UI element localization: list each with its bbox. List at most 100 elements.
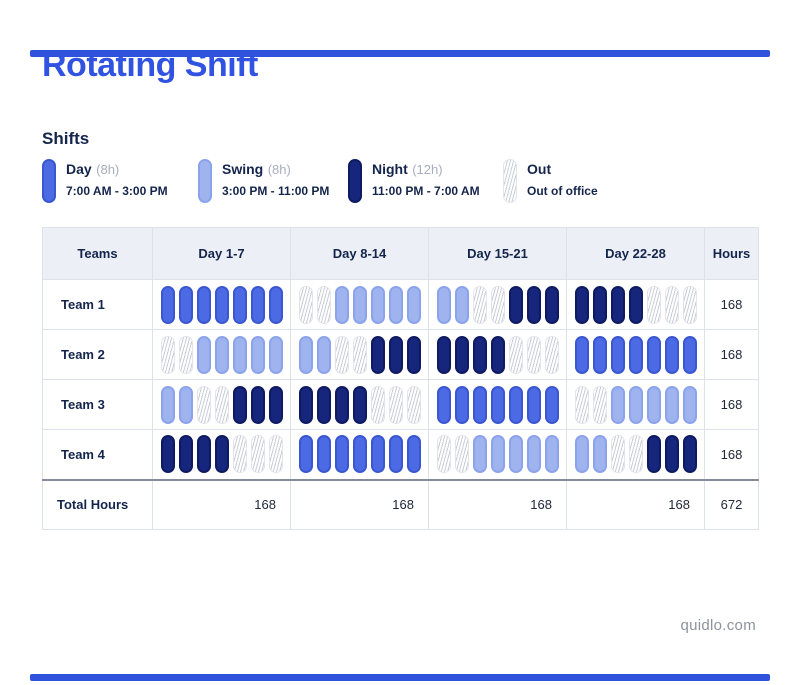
swing-shift-pill (508, 435, 523, 474)
out-shift-pill (454, 435, 469, 474)
shift-week-cell (290, 279, 429, 330)
shift-week-cell (566, 279, 705, 330)
team-name: Team 1 (42, 279, 153, 330)
out-shift-pill (508, 335, 523, 374)
day-shift-pill (316, 435, 331, 474)
swing-shift-pill (664, 385, 679, 424)
shift-week-cell (428, 379, 567, 430)
swing-shift-pill (610, 385, 625, 424)
out-shift-pill (526, 335, 541, 374)
legend-item-out: Out Out of office (503, 159, 598, 203)
total-hours-label: Total Hours (42, 478, 153, 530)
out-shift-pill (178, 335, 193, 374)
night-shift-swatch (348, 159, 362, 203)
team-hours: 168 (704, 279, 759, 330)
swing-shift-pill (160, 385, 175, 424)
out-shift-pill (334, 335, 349, 374)
night-shift-pill (178, 435, 193, 474)
swing-shift-pill (544, 435, 559, 474)
shift-week-cell (566, 379, 705, 430)
night-shift-pill (592, 285, 607, 324)
swing-shift-pill (526, 435, 541, 474)
table-row: Team 2 168 (42, 329, 759, 380)
swing-shift-pill (436, 285, 451, 324)
day-shift-pill (268, 285, 283, 324)
day-shift-pill (526, 385, 541, 424)
night-shift-pill (436, 335, 451, 374)
swing-shift-pill (232, 335, 247, 374)
day-shift-pill (508, 385, 523, 424)
swing-shift-swatch (198, 159, 212, 203)
legend-duration: (12h) (412, 162, 443, 177)
swing-shift-pill (196, 335, 211, 374)
swing-shift-pill (592, 435, 607, 474)
shift-week-cell (428, 329, 567, 380)
day-shift-pill (298, 435, 313, 474)
swing-shift-pill (370, 285, 385, 324)
out-shift-pill (436, 435, 451, 474)
night-shift-pill (388, 335, 403, 374)
day-shift-pill (370, 435, 385, 474)
column-header-week1: Day 1-7 (152, 227, 291, 280)
team-name: Team 3 (42, 379, 153, 430)
swing-shift-pill (682, 385, 697, 424)
day-shift-swatch (42, 159, 56, 203)
column-header-week3: Day 15-21 (428, 227, 567, 280)
out-shift-pill (370, 385, 385, 424)
swing-shift-pill (490, 435, 505, 474)
day-shift-pill (610, 335, 625, 374)
shift-week-cell (566, 329, 705, 380)
shift-week-cell (290, 429, 429, 480)
out-shift-pill (592, 385, 607, 424)
out-shift-pill (664, 285, 679, 324)
night-shift-pill (646, 435, 661, 474)
team-name: Team 4 (42, 429, 153, 480)
legend-time: 11:00 PM - 7:00 AM (372, 184, 480, 198)
shift-week-cell (152, 279, 291, 330)
night-shift-pill (544, 285, 559, 324)
out-shift-pill (268, 435, 283, 474)
night-shift-pill (610, 285, 625, 324)
night-shift-pill (472, 335, 487, 374)
day-shift-pill (490, 385, 505, 424)
day-shift-pill (628, 335, 643, 374)
legend-time: 3:00 PM - 11:00 PM (222, 184, 330, 198)
day-shift-pill (646, 335, 661, 374)
night-shift-pill (574, 285, 589, 324)
day-shift-pill (592, 335, 607, 374)
night-shift-pill (526, 285, 541, 324)
legend-label: Day (66, 161, 92, 177)
legend-item-swing: Swing (8h) 3:00 PM - 11:00 PM (198, 159, 348, 203)
total-hours-row: Total Hours 168 168 168 168 672 (42, 478, 759, 530)
out-shift-pill (298, 285, 313, 324)
table-row: Team 4 168 (42, 429, 759, 480)
swing-shift-pill (352, 285, 367, 324)
out-shift-pill (682, 285, 697, 324)
day-shift-pill (214, 285, 229, 324)
day-shift-pill (178, 285, 193, 324)
out-shift-pill (250, 435, 265, 474)
night-shift-pill (196, 435, 211, 474)
swing-shift-pill (334, 285, 349, 324)
legend-label: Out (527, 161, 552, 177)
team-name: Team 2 (42, 329, 153, 380)
night-shift-pill (352, 385, 367, 424)
swing-shift-pill (628, 385, 643, 424)
legend-item-night: Night (12h) 11:00 PM - 7:00 AM (348, 159, 503, 203)
out-shift-pill (406, 385, 421, 424)
column-header-week4: Day 22-28 (566, 227, 705, 280)
legend-label: Swing (222, 161, 264, 177)
swing-shift-pill (268, 335, 283, 374)
out-shift-pill (316, 285, 331, 324)
legend-duration: (8h) (267, 162, 291, 177)
column-header-hours: Hours (704, 227, 759, 280)
day-shift-pill (232, 285, 247, 324)
swing-shift-pill (388, 285, 403, 324)
table-header-row: Teams Day 1-7 Day 8-14 Day 15-21 Day 22-… (42, 227, 759, 280)
night-shift-pill (160, 435, 175, 474)
day-shift-pill (454, 385, 469, 424)
out-shift-pill (352, 335, 367, 374)
shift-week-cell (152, 329, 291, 380)
shift-week-cell (290, 379, 429, 430)
week-total: 168 (566, 478, 705, 530)
